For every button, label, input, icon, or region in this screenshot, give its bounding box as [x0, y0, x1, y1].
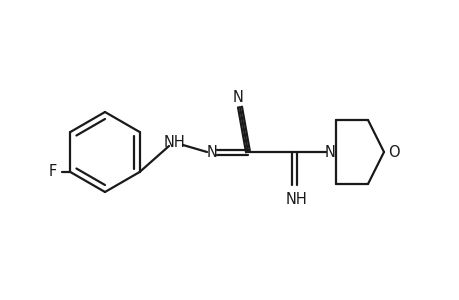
Text: N: N: [324, 145, 335, 160]
Text: O: O: [387, 145, 399, 160]
Text: N: N: [232, 89, 243, 104]
Text: NH: NH: [164, 134, 185, 149]
Text: F: F: [49, 164, 57, 179]
Text: NH: NH: [285, 191, 307, 206]
Text: N: N: [206, 145, 217, 160]
